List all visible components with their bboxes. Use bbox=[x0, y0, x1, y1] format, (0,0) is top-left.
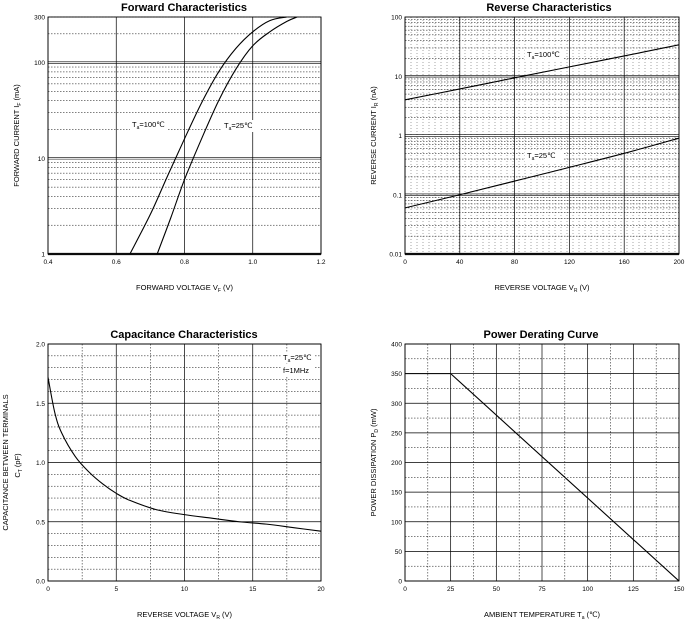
chart-title: Power Derating Curve bbox=[484, 329, 599, 341]
chart-title: Capacitance Characteristics bbox=[110, 329, 257, 341]
y-tick-label: 200 bbox=[391, 460, 402, 467]
y-tick-label: 0.0 bbox=[36, 579, 45, 586]
series-label: Ta=25℃ bbox=[224, 121, 253, 132]
y-axis-label: CAPACITANCE BETWEEN TERMINALS bbox=[1, 394, 10, 530]
y-tick-label: 350 bbox=[391, 371, 402, 378]
x-tick-label: 15 bbox=[249, 586, 257, 593]
x-tick-label: 0.8 bbox=[180, 259, 189, 266]
x-tick-label: 0 bbox=[46, 586, 50, 593]
y-axis-label: POWER DISSIPATION PD (mW) bbox=[369, 408, 380, 516]
x-axis-label: REVERSE VOLTAGE VR (V) bbox=[137, 610, 233, 621]
x-tick-label: 0.4 bbox=[43, 259, 52, 266]
chart-3: Capacitance Characteristics 0 5 10 15 20 0.0 0.… bbox=[1, 329, 325, 621]
chart-title: Forward Characteristics bbox=[121, 2, 247, 14]
x-axis-label: AMBIENT TEMPERATURE Ta (℃) bbox=[484, 610, 601, 621]
x-tick-label: 50 bbox=[493, 586, 501, 593]
x-tick-label: 160 bbox=[619, 259, 630, 266]
x-tick-label: 80 bbox=[511, 259, 519, 266]
y-tick-label: 300 bbox=[34, 15, 45, 22]
y-tick-label: 400 bbox=[391, 342, 402, 349]
x-tick-label: 120 bbox=[564, 259, 575, 266]
x-axis-label: REVERSE VOLTAGE VR (V) bbox=[494, 283, 590, 294]
series-label: Ta=100℃ bbox=[132, 120, 165, 131]
annotation-bg bbox=[281, 365, 315, 376]
x-tick-label: 5 bbox=[114, 586, 118, 593]
x-tick-label: 20 bbox=[317, 586, 325, 593]
y-tick-label: 100 bbox=[391, 15, 402, 22]
series-line bbox=[156, 17, 298, 254]
series-line bbox=[405, 44, 679, 101]
y-tick-label: 0 bbox=[398, 579, 402, 586]
y-tick-label: 2.0 bbox=[36, 342, 45, 349]
series-line bbox=[48, 377, 321, 532]
y-tick-label: 0.1 bbox=[393, 192, 402, 199]
chart-4: Power Derating Curve 0 25 50 75 100 125 150 0 50 1… bbox=[369, 329, 685, 621]
annotation: Ta=25℃ bbox=[283, 353, 312, 364]
y-tick-label: 150 bbox=[391, 490, 402, 497]
series-label: Ta=100℃ bbox=[527, 50, 560, 61]
series-label: Ta=25℃ bbox=[527, 151, 556, 162]
series-label-bg bbox=[222, 120, 260, 132]
x-tick-label: 125 bbox=[628, 586, 639, 593]
y-tick-label: 10 bbox=[395, 74, 403, 81]
series-label-bg bbox=[130, 119, 168, 131]
y-tick-label: 10 bbox=[38, 156, 46, 163]
series-line bbox=[405, 373, 679, 581]
plot-frame bbox=[404, 343, 680, 582]
chart-1: Forward Characteristics 0.4 0.6 0.8 1.0 1.2 1 1… bbox=[12, 2, 326, 294]
y-tick-label: 300 bbox=[391, 401, 402, 408]
y-axis-label-2: CT (pF) bbox=[13, 453, 24, 478]
plot-frame bbox=[404, 16, 680, 255]
x-tick-label: 0 bbox=[403, 259, 407, 266]
y-axis-label: REVERSE CURRENT IR (nA) bbox=[369, 86, 380, 185]
series-label-bg bbox=[525, 150, 563, 162]
y-tick-label: 1 bbox=[398, 133, 402, 140]
chart-2: Reverse Characteristics 0 40 80 120 160 200 0.0… bbox=[369, 2, 685, 294]
series-line bbox=[405, 137, 679, 209]
series-label-bg bbox=[525, 49, 563, 61]
y-tick-label: 0.5 bbox=[36, 519, 45, 526]
y-tick-label: 100 bbox=[391, 519, 402, 526]
y-tick-label: 50 bbox=[395, 549, 403, 556]
y-tick-label: 1.5 bbox=[36, 401, 45, 408]
y-tick-label: 1 bbox=[41, 252, 45, 259]
x-tick-label: 150 bbox=[674, 586, 685, 593]
annotation: f=1MHz bbox=[283, 366, 309, 375]
series-line bbox=[129, 17, 287, 254]
annotation-bg bbox=[281, 352, 315, 363]
x-tick-label: 100 bbox=[582, 586, 593, 593]
y-axis-label: FORWARD CURRENT IF (mA) bbox=[12, 84, 23, 187]
x-tick-label: 40 bbox=[456, 259, 464, 266]
x-axis-label: FORWARD VOLTAGE VF (V) bbox=[136, 283, 233, 294]
y-tick-label: 1.0 bbox=[36, 460, 45, 467]
x-tick-label: 75 bbox=[538, 586, 546, 593]
y-tick-label: 0.01 bbox=[389, 252, 402, 259]
x-tick-label: 1.0 bbox=[248, 259, 257, 266]
chart-title: Reverse Characteristics bbox=[486, 2, 611, 14]
x-tick-label: 200 bbox=[674, 259, 685, 266]
y-tick-label: 100 bbox=[34, 60, 45, 67]
x-tick-label: 0.6 bbox=[112, 259, 121, 266]
x-tick-label: 1.2 bbox=[316, 259, 325, 266]
plot-frame bbox=[47, 343, 322, 582]
x-tick-label: 0 bbox=[403, 586, 407, 593]
y-tick-label: 250 bbox=[391, 430, 402, 437]
plot-frame bbox=[47, 16, 322, 255]
x-tick-label: 25 bbox=[447, 586, 455, 593]
x-tick-label: 10 bbox=[181, 586, 189, 593]
